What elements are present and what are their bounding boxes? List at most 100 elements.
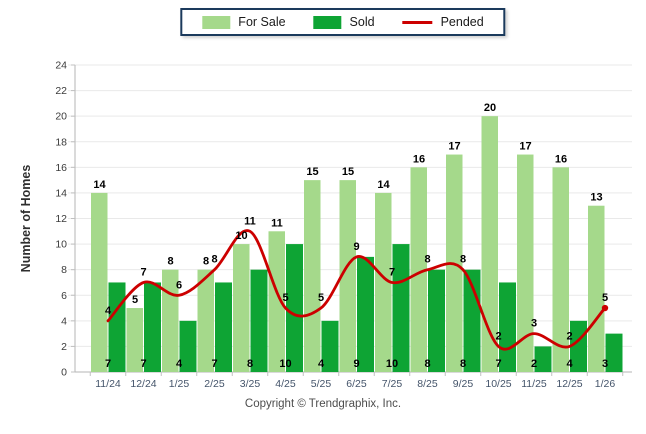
bar-sold bbox=[286, 244, 303, 372]
y-tick-label: 8 bbox=[61, 264, 67, 276]
for-sale-value-label: 11 bbox=[271, 217, 283, 229]
pended-end-marker bbox=[601, 304, 609, 312]
x-tick-label: 5/25 bbox=[311, 378, 332, 390]
x-tick-label: 2/25 bbox=[204, 378, 225, 390]
x-tick-label: 1/26 bbox=[595, 378, 616, 390]
for-sale-value-label: 8 bbox=[167, 256, 173, 268]
y-tick-label: 6 bbox=[61, 290, 67, 302]
pended-value-label: 3 bbox=[531, 318, 537, 330]
x-tick-label: 4/25 bbox=[275, 378, 296, 390]
sold-value-label: 7 bbox=[211, 358, 217, 370]
bar-for-sale bbox=[410, 167, 427, 372]
for-sale-value-label: 8 bbox=[203, 256, 209, 268]
x-tick-label: 12/24 bbox=[130, 378, 156, 390]
bar-sold bbox=[321, 320, 339, 372]
pended-value-label: 5 bbox=[602, 292, 608, 304]
x-tick-label: 3/25 bbox=[240, 378, 261, 390]
y-tick-label: 14 bbox=[55, 187, 67, 199]
pended-value-label: 7 bbox=[140, 266, 146, 278]
pended-value-label: 2 bbox=[566, 330, 572, 342]
pended-value-label: 8 bbox=[424, 254, 430, 266]
for-sale-value-label: 5 bbox=[132, 294, 138, 306]
x-tick-label: 11/25 bbox=[521, 378, 547, 390]
for-sale-value-label: 16 bbox=[413, 153, 425, 165]
legend-label-sold: Sold bbox=[349, 15, 375, 29]
pended-line-icon bbox=[402, 20, 433, 24]
for-sale-value-label: 15 bbox=[342, 166, 354, 178]
for-sale-value-label: 13 bbox=[590, 192, 602, 204]
legend-item-pended: Pended bbox=[402, 15, 484, 29]
legend-item-sold: Sold bbox=[313, 15, 375, 29]
for-sale-value-label: 17 bbox=[448, 141, 460, 153]
pended-value-label: 4 bbox=[105, 305, 112, 317]
legend: For Sale Sold Pended bbox=[180, 8, 506, 36]
pended-value-label: 8 bbox=[460, 254, 466, 266]
pended-value-label: 2 bbox=[495, 330, 501, 342]
pended-value-label: 5 bbox=[318, 292, 324, 304]
pended-line bbox=[106, 229, 607, 351]
y-tick-label: 22 bbox=[55, 85, 67, 97]
for-sale-value-label: 10 bbox=[235, 230, 247, 242]
for-sale-value-label: 16 bbox=[555, 153, 567, 165]
bar-sold bbox=[428, 269, 445, 372]
pended-value-label: 8 bbox=[211, 254, 217, 266]
pended-value-label: 5 bbox=[282, 292, 288, 304]
bar-for-sale bbox=[517, 154, 534, 372]
bar-for-sale bbox=[126, 308, 143, 372]
sold-value-label: 8 bbox=[460, 358, 466, 370]
legend-label-for-sale: For Sale bbox=[238, 15, 286, 29]
sold-value-label: 8 bbox=[247, 358, 253, 370]
x-tick-label: 11/24 bbox=[95, 378, 121, 390]
copyright-text: Copyright © Trendgraphix, Inc. bbox=[244, 398, 402, 410]
bar-for-sale bbox=[268, 231, 285, 372]
bar-for-sale bbox=[339, 180, 356, 372]
sold-value-label: 8 bbox=[424, 358, 430, 370]
bar-for-sale bbox=[197, 269, 214, 372]
sold-value-label: 7 bbox=[495, 358, 501, 370]
pended-value-label: 6 bbox=[176, 279, 182, 291]
x-tick-label: 1/25 bbox=[169, 378, 190, 390]
for-sale-value-label: 20 bbox=[484, 102, 496, 114]
sold-value-label: 9 bbox=[353, 358, 359, 370]
bar-sold bbox=[605, 333, 623, 372]
sold-value-label: 4 bbox=[318, 358, 325, 370]
legend-item-for-sale: For Sale bbox=[202, 15, 286, 29]
y-tick-label: 4 bbox=[61, 315, 67, 327]
sold-swatch-icon bbox=[313, 15, 342, 29]
x-tick-label: 10/25 bbox=[485, 378, 511, 390]
x-tick-label: 9/25 bbox=[453, 378, 474, 390]
sold-value-label: 7 bbox=[105, 358, 111, 370]
x-tick-label: 12/25 bbox=[556, 378, 582, 390]
sold-value-label: 10 bbox=[279, 358, 291, 370]
sold-value-label: 4 bbox=[176, 358, 183, 370]
bar-for-sale bbox=[91, 192, 108, 372]
bar-sold bbox=[215, 282, 232, 372]
sold-value-label: 3 bbox=[602, 358, 608, 370]
x-tick-label: 6/25 bbox=[346, 378, 367, 390]
bar-for-sale bbox=[588, 205, 605, 372]
bar-sold bbox=[534, 346, 552, 372]
y-tick-label: 20 bbox=[55, 111, 67, 123]
bar-for-sale bbox=[233, 244, 250, 372]
y-tick-label: 2 bbox=[61, 341, 67, 353]
sold-value-label: 4 bbox=[566, 358, 573, 370]
pended-value-label: 11 bbox=[244, 215, 256, 227]
y-axis-title: Number of Homes bbox=[19, 165, 33, 273]
for-sale-value-label: 14 bbox=[377, 179, 390, 191]
y-tick-label: 12 bbox=[55, 213, 67, 225]
bar-sold bbox=[357, 256, 374, 372]
legend-label-pended: Pended bbox=[440, 15, 484, 29]
bar-for-sale bbox=[375, 192, 392, 372]
bar-for-sale bbox=[481, 116, 498, 373]
y-tick-label: 16 bbox=[55, 162, 67, 174]
bar-for-sale bbox=[552, 167, 569, 372]
sold-value-label: 7 bbox=[140, 358, 146, 370]
for-sale-value-label: 15 bbox=[306, 166, 318, 178]
pended-value-label: 9 bbox=[353, 241, 359, 253]
y-tick-label: 0 bbox=[61, 367, 67, 379]
pended-value-label: 7 bbox=[389, 266, 395, 278]
sold-value-label: 10 bbox=[386, 358, 398, 370]
for-sale-value-label: 17 bbox=[519, 141, 531, 153]
